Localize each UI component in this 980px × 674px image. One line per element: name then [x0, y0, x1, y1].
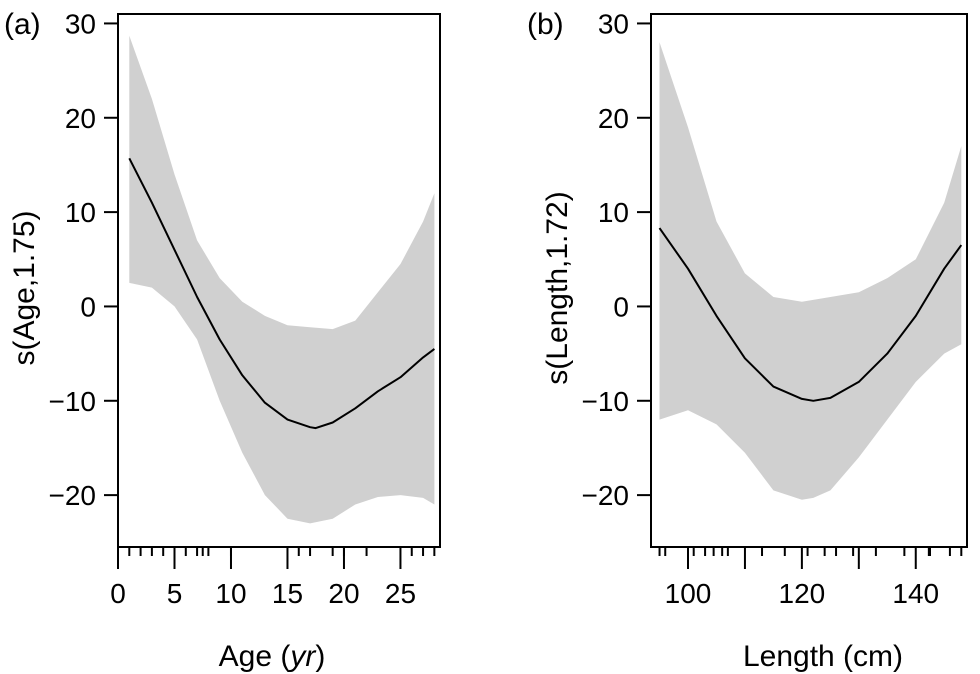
- panel-a-x-axis-title: Age (yr): [219, 640, 326, 673]
- panel-b-x-axis: 100 120 140: [665, 547, 939, 609]
- panel-a-x-axis: 0 5 10 15 20 25: [110, 547, 416, 609]
- panel-b-y-tick-label-4: −10: [582, 386, 630, 417]
- panel-a-x-tick-label-4: 20: [328, 578, 359, 609]
- panel-a-x-tick-label-5: 25: [385, 578, 416, 609]
- panel-b-x-axis-title: Length (cm): [743, 640, 903, 673]
- panel-a-x-tick-label-2: 10: [215, 578, 246, 609]
- panel-a-y-axis: 30 20 10 0 −10 −20: [49, 8, 118, 511]
- panel-a-confidence-band: [129, 35, 435, 524]
- panel-a-x-axis-title-unit: yr: [288, 640, 316, 673]
- panel-a-x-axis-title-main: Age (: [219, 640, 291, 673]
- panel-b-y-tick-label-1: 20: [598, 103, 629, 134]
- panel-b-frame: [650, 13, 968, 548]
- panel-a-tag: (a): [4, 8, 41, 41]
- panel-a-smooth-line: [128, 157, 436, 430]
- panel-b-y-tick-label-0: 30: [598, 8, 629, 39]
- panel-b-rug: [658, 547, 963, 556]
- panel-a-y-tick-label-2: 10: [65, 197, 96, 228]
- panel-a-x-axis-title-end: ): [315, 640, 325, 673]
- panel-a-band-area: [129, 35, 435, 524]
- panel-a-x-tick-label-3: 15: [272, 578, 303, 609]
- panel-b-y-tick-label-2: 10: [598, 197, 629, 228]
- panel-b-x-tick-label-4: 140: [892, 578, 939, 609]
- panel-b-x-tick-label-0: 100: [665, 578, 712, 609]
- panel-a-y-tick-label-4: −10: [49, 386, 97, 417]
- panel-a-y-tick-label-3: 0: [80, 291, 96, 322]
- panel-b-confidence-band: [659, 42, 962, 500]
- panel-b-tag: (b): [527, 8, 564, 41]
- panel-a-x-tick-label-1: 5: [167, 578, 183, 609]
- panel-b-y-tick-label-3: 0: [613, 291, 629, 322]
- panel-b-y-axis-title: s(Length,1.72): [541, 191, 574, 384]
- panel-b-y-axis: 30 20 10 0 −10 −20: [582, 8, 651, 511]
- panel-a-y-tick-label-1: 20: [65, 103, 96, 134]
- panel-b-band-area: [659, 42, 962, 500]
- panel-b-smooth-line: [658, 227, 963, 402]
- panel-a-y-axis-title: s(Age,1.75): [8, 210, 41, 365]
- panel-a-y-tick-label-0: 30: [65, 8, 96, 39]
- panel-b-y-tick-label-5: −20: [582, 480, 630, 511]
- panel-a: 0 5 10 15 20 25 30 20 10 0 −10 −20 (a) s(Age,1.75)…: [4, 8, 441, 673]
- panel-b-x-tick-label-2: 120: [779, 578, 826, 609]
- panel-a-x-tick-label-0: 0: [110, 578, 126, 609]
- panel-a-y-tick-label-5: −20: [49, 480, 97, 511]
- panel-a-smooth-line-group: [128, 157, 436, 430]
- panel-a-frame: [117, 13, 441, 548]
- panel-b-smooth-line-group: [658, 227, 963, 402]
